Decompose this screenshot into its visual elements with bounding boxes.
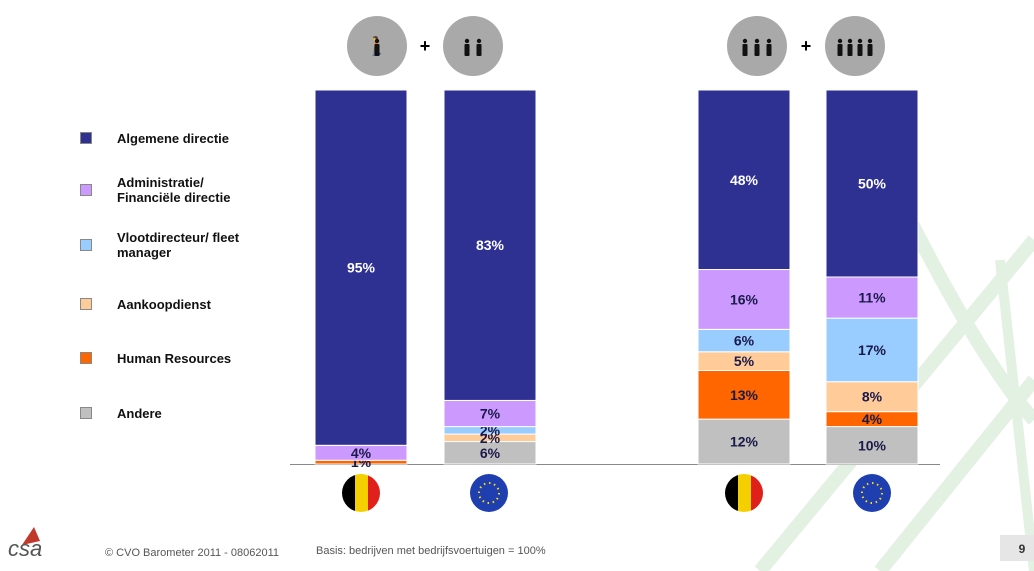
bar-segment bbox=[697, 370, 791, 420]
legend-item: Algemene directie bbox=[80, 122, 280, 154]
flag-belgium bbox=[725, 474, 763, 512]
bar-segment bbox=[825, 317, 919, 383]
person-head bbox=[374, 38, 380, 44]
person-body bbox=[837, 44, 843, 56]
legend-swatch bbox=[80, 184, 92, 196]
data-label: 16% bbox=[730, 291, 759, 307]
person-body bbox=[867, 44, 873, 56]
data-label: 17% bbox=[858, 342, 887, 358]
person-head bbox=[857, 38, 863, 44]
bar-segment bbox=[443, 89, 537, 401]
bar-segment bbox=[443, 399, 537, 428]
bar-segment bbox=[314, 89, 408, 446]
data-label: 10% bbox=[858, 437, 887, 453]
person-head bbox=[754, 38, 760, 44]
bar-segment bbox=[825, 381, 919, 413]
person-head bbox=[476, 38, 482, 44]
legend-label: Human Resources bbox=[117, 350, 232, 366]
logo-text: csa bbox=[8, 536, 42, 561]
legend-label: Vlootdirecteur/ fleet manager bbox=[117, 230, 240, 260]
legend-item: Aankoopdienst bbox=[80, 288, 280, 320]
group-icons: 🚶 + + bbox=[347, 16, 885, 76]
person-body bbox=[464, 44, 470, 56]
data-label: 6% bbox=[734, 333, 755, 349]
legend-label: Andere bbox=[117, 405, 162, 421]
icon-four-persons bbox=[825, 16, 885, 76]
flags bbox=[342, 474, 891, 512]
legend-swatch bbox=[80, 298, 92, 310]
icon-two-persons bbox=[443, 16, 503, 76]
plus-sign: + bbox=[420, 36, 431, 56]
data-label: 6% bbox=[480, 445, 501, 461]
copyright: © CVO Barometer 2011 - 08062011 bbox=[105, 547, 280, 559]
legend-item: Andere bbox=[80, 397, 280, 429]
data-label: 95% bbox=[347, 260, 376, 276]
bar-segment bbox=[825, 276, 919, 319]
flag-europe bbox=[853, 474, 891, 512]
person-body bbox=[374, 44, 380, 56]
data-label: 83% bbox=[476, 237, 505, 253]
data-label: 11% bbox=[858, 290, 886, 306]
person-body bbox=[742, 44, 748, 56]
plus-sign: + bbox=[801, 36, 812, 56]
data-label: 12% bbox=[730, 434, 759, 450]
person-head bbox=[867, 38, 873, 44]
person-body bbox=[476, 44, 482, 56]
bar-segment bbox=[825, 426, 919, 465]
data-label: 7% bbox=[480, 406, 501, 422]
person-body bbox=[857, 44, 863, 56]
flag-europe bbox=[470, 474, 508, 512]
data-label: 13% bbox=[730, 387, 759, 403]
legend-label: Administratie/ Financiële directie bbox=[117, 175, 231, 205]
data-label: 5% bbox=[734, 353, 755, 369]
person-head bbox=[847, 38, 853, 44]
person-head bbox=[837, 38, 843, 44]
legend-label: Algemene directie bbox=[117, 130, 229, 146]
data-label: 48% bbox=[730, 172, 759, 188]
people-glyphs bbox=[374, 38, 873, 56]
bar-segment bbox=[697, 89, 791, 271]
flag-belgium bbox=[342, 474, 380, 512]
basis-note: Basis: bedrijven met bedrijfsvoertuigen … bbox=[316, 545, 546, 557]
data-label: 8% bbox=[862, 389, 883, 405]
legend-swatch bbox=[80, 407, 92, 419]
legend-swatch bbox=[80, 239, 92, 251]
person-head bbox=[766, 38, 772, 44]
person-head bbox=[742, 38, 748, 44]
legend-label: Aankoopdienst bbox=[117, 296, 211, 312]
bar-segment bbox=[697, 269, 791, 330]
data-label: 50% bbox=[858, 176, 887, 192]
legend-swatch bbox=[80, 132, 92, 144]
person-body bbox=[847, 44, 853, 56]
logo-mark bbox=[22, 527, 40, 545]
page-number-box bbox=[1000, 535, 1034, 561]
legend-item: Administratie/ Financiële directie bbox=[80, 174, 280, 206]
person-head bbox=[464, 38, 470, 44]
person-body bbox=[754, 44, 760, 56]
bar-segment bbox=[825, 89, 919, 278]
data-label: 4% bbox=[862, 411, 883, 427]
legend-swatch bbox=[80, 352, 92, 364]
legend-item: Human Resources bbox=[80, 342, 280, 374]
data-label: 4% bbox=[351, 445, 372, 461]
legend-item: Vlootdirecteur/ fleet manager bbox=[80, 229, 280, 261]
person-body bbox=[766, 44, 772, 56]
page-number: 9 bbox=[1019, 542, 1026, 556]
